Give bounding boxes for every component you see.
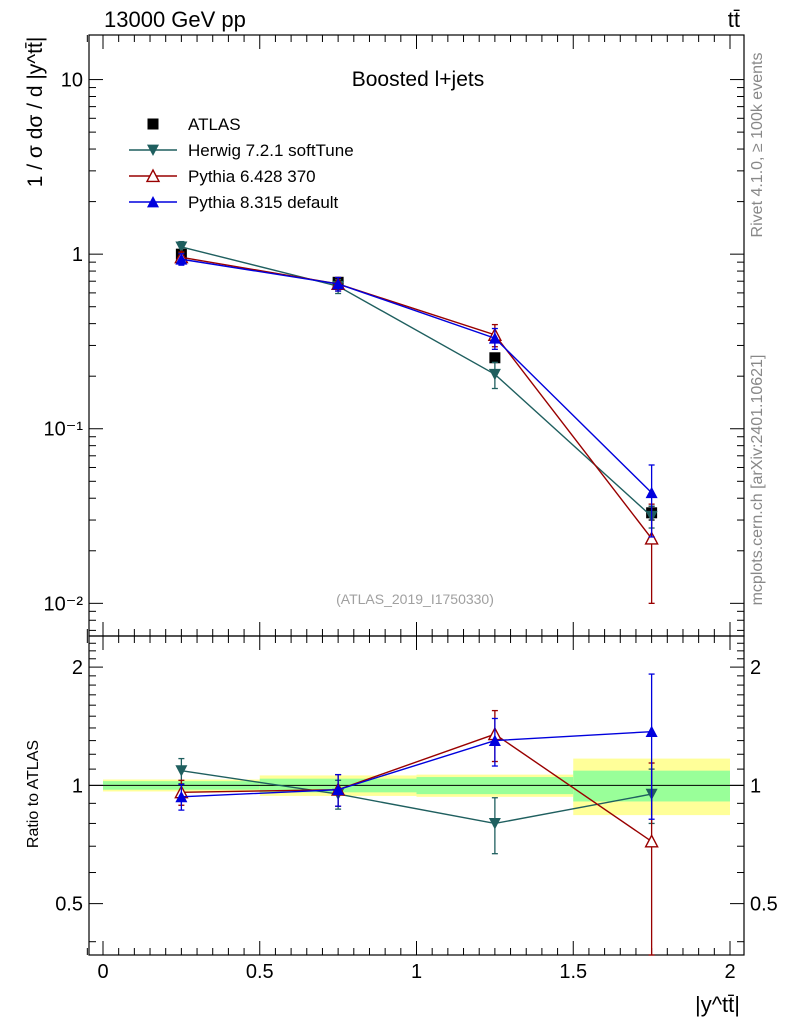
legend-marker	[147, 118, 159, 130]
legend-entry: ATLAS	[188, 115, 241, 134]
axes: 1 10 10⁻¹ 10⁻² 0 0.5 1 1.5 2 0.5 0.5 1 1 2 2	[44, 34, 778, 983]
main-atlas-point	[489, 352, 501, 364]
legend-marker	[147, 144, 159, 156]
main-pythia-6-428-370-point	[644, 531, 659, 545]
ratio-herwig-7-2-1-softtune-line	[181, 769, 652, 825]
main-herwig-7-2-1-softtune-point	[488, 368, 501, 381]
main-ytick-label: 10⁻²	[44, 593, 84, 615]
ratio-pythia-8-315-default-point	[645, 725, 658, 738]
ratio-herwig-7-2-1-softtune-point	[488, 818, 501, 830]
process-label: tt̄	[728, 7, 740, 32]
ratio-ytick-label: 2	[750, 657, 761, 679]
main-title: Boosted l+jets	[352, 68, 485, 91]
ratio-pythia-8-315-default-point	[488, 734, 501, 747]
ratio-ytick-label: 1	[72, 775, 83, 797]
xtick-label: 1.5	[559, 961, 587, 983]
ratio-pythia-8-315-default-line	[181, 730, 652, 798]
xtick-label: 0.5	[246, 961, 274, 983]
main-ytick-label: 1	[72, 244, 83, 266]
ratio-ytick-label: 1	[750, 775, 761, 797]
xtick-label: 2	[724, 961, 735, 983]
main-pythia-8-315-default-point	[645, 486, 658, 499]
legend-entry: Pythia 8.315 default	[188, 193, 339, 212]
legend: ATLAS Herwig 7.2.1 softTune Pythia 6.428 3…	[129, 115, 354, 212]
main-herwig-7-2-1-softtune-line	[181, 246, 653, 517]
ratio-series-group	[174, 673, 659, 956]
ratio-herwig-7-2-1-softtune-point	[175, 765, 188, 777]
legend-marker	[147, 196, 159, 208]
main-series-group	[174, 240, 659, 604]
mcplots-label: mcplots.cern.ch [arXiv:2401.10621]	[749, 355, 766, 606]
main-pythia-8-315-default-point	[175, 253, 188, 265]
ratio-pythia-6-428-370-point	[644, 833, 659, 848]
main-pythia-8-315-default-line	[181, 258, 653, 494]
ratio-ytick-label: 0.5	[750, 894, 778, 916]
xtick-label: 0	[97, 961, 108, 983]
ratio-pythia-8-315-default-point	[175, 790, 188, 803]
main-ytick-label: 10	[61, 70, 83, 92]
x-axis-label: |y^tt̄|	[695, 992, 740, 1017]
uncertainty-bands	[103, 758, 730, 816]
ratio-pythia-6-428-370-line	[181, 733, 653, 842]
ratio-pythia-8-315-default-point	[332, 783, 345, 796]
legend-marker	[145, 168, 161, 183]
energy-label: 13000 GeV pp	[104, 7, 246, 32]
xtick-label: 1	[411, 961, 422, 983]
main-herwig-7-2-1-softtune-point	[175, 241, 188, 253]
ratio-ylabel: Ratio to ATLAS	[25, 740, 42, 848]
main-pythia-8-315-default-point	[332, 277, 345, 290]
legend-entry: Herwig 7.2.1 softTune	[188, 141, 354, 160]
main-ylabel: 1 / σ dσ / d |y^tt̄|	[24, 37, 47, 188]
analysis-id: (ATLAS_2019_I1750330)	[336, 591, 494, 607]
main-pythia-8-315-default-point	[488, 332, 501, 344]
main-pythia-6-428-370-line	[181, 256, 653, 539]
ratio-ytick-label: 0.5	[55, 894, 83, 916]
ratio-ytick-label: 2	[72, 657, 83, 679]
legend-entry: Pythia 6.428 370	[188, 167, 316, 186]
rivet-label: Rivet 4.1.0, ≥ 100k events	[749, 53, 766, 238]
main-ytick-label: 10⁻¹	[44, 419, 84, 441]
